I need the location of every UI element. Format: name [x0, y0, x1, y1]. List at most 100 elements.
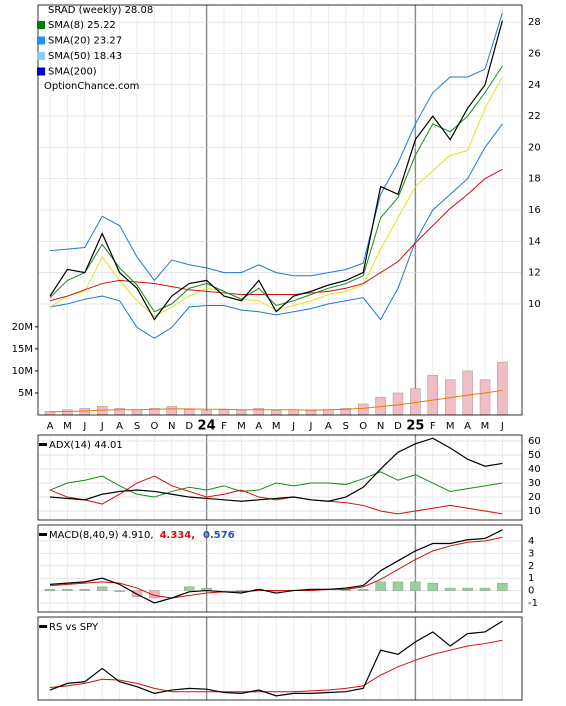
x-tick-label: A — [47, 421, 54, 432]
x-tick-label: M — [481, 421, 490, 432]
x-tick-label: J — [82, 421, 86, 432]
x-tick-label: J — [500, 421, 504, 432]
series-line — [49, 620, 503, 697]
series-line — [49, 529, 503, 604]
x-tick-label: J — [309, 421, 313, 432]
chart-title: SRAD (weekly) 28.08 — [48, 5, 153, 16]
series-line — [49, 437, 503, 502]
bar — [44, 589, 56, 591]
y-tick-label: 0 — [528, 586, 534, 597]
x-tick-label: A — [255, 421, 262, 432]
series-line — [49, 389, 503, 413]
x-tick-label: N — [168, 421, 175, 432]
y-tick-label: 1 — [528, 573, 534, 584]
panel-frame — [37, 524, 523, 613]
x-tick-label: J — [100, 421, 104, 432]
x-tick-label: N — [377, 421, 384, 432]
y-tick-label: 10 — [528, 506, 541, 517]
title-swatch — [39, 625, 47, 628]
bar — [149, 590, 160, 599]
bar — [114, 590, 125, 592]
y-tick-label: 40 — [528, 464, 541, 475]
bar — [375, 581, 386, 591]
x-tick-label: S — [343, 421, 349, 432]
bar — [462, 587, 473, 591]
y-tick-label: 24 — [528, 80, 541, 91]
y-tick-label: 4 — [528, 536, 534, 547]
series-line — [49, 76, 503, 318]
panel-title: ADX(14) 44.01 — [49, 440, 123, 451]
y-tick-label: 16 — [528, 205, 541, 216]
y-tick-label: 18 — [528, 174, 541, 185]
bar — [201, 410, 212, 416]
bar — [497, 582, 508, 591]
y-tick-label: 10 — [528, 299, 541, 310]
bar — [479, 587, 491, 591]
bar — [79, 589, 91, 591]
hist-label: 0.576 — [203, 530, 235, 541]
y-tick-label: 28 — [528, 17, 541, 28]
x-tick-label: A — [464, 421, 471, 432]
x-tick-label: O — [150, 421, 158, 432]
panel-frame — [37, 4, 523, 416]
x-tick-label: D — [185, 421, 193, 432]
x-tick-label: M — [63, 421, 72, 432]
bar — [497, 361, 508, 416]
y-tick-label: -1 — [528, 598, 538, 609]
bar — [427, 375, 438, 416]
x-tick-label: J — [291, 421, 295, 432]
legend-label: SMA(50) 18.43 — [48, 51, 122, 62]
series-line — [49, 168, 503, 302]
bar — [392, 581, 404, 591]
bar — [358, 589, 369, 591]
title-swatch — [39, 533, 47, 536]
bar — [79, 408, 91, 416]
bar — [62, 589, 73, 591]
y-tick-label: 20 — [528, 492, 541, 503]
x-tick-label: D — [394, 421, 402, 432]
watermark: OptionChance.com — [44, 81, 139, 92]
x-tick-label: 24 — [198, 419, 216, 434]
bar — [166, 405, 178, 416]
y-tick-label: 60 — [528, 436, 541, 447]
x-tick-label: O — [359, 421, 367, 432]
y-tick-label: 50 — [528, 450, 541, 461]
panel-title: MACD(8,40,9) 4.910, — [49, 530, 154, 541]
bar — [462, 370, 473, 416]
series-line — [49, 65, 503, 313]
x-tick-label: 25 — [406, 419, 424, 434]
legend-label: SMA(200) — [48, 67, 97, 78]
y2-tick-label: 5M — [18, 388, 33, 399]
y-tick-label: 26 — [528, 49, 541, 60]
series-line — [49, 639, 503, 693]
legend-swatch — [37, 52, 45, 60]
series-line — [49, 12, 503, 282]
series-line — [49, 536, 503, 599]
x-tick-label: M — [272, 421, 281, 432]
legend-label: SMA(20) 23.27 — [48, 36, 122, 47]
x-tick-label: M — [237, 421, 246, 432]
bar — [479, 379, 491, 416]
x-tick-label: S — [134, 421, 140, 432]
panel-title: RS vs SPY — [49, 622, 99, 633]
bar — [323, 409, 334, 416]
y-tick-label: 30 — [528, 478, 541, 489]
bar — [305, 410, 317, 416]
x-tick-label: M — [446, 421, 455, 432]
y-tick-label: 14 — [528, 236, 541, 247]
bar — [236, 410, 247, 416]
legend-label: SMA(8) 25.22 — [48, 20, 116, 31]
signal-label: 4.334, — [160, 530, 195, 541]
bar — [271, 410, 282, 416]
series-line — [49, 20, 503, 321]
legend-swatch — [37, 67, 45, 76]
bar — [288, 409, 299, 416]
y-tick-label: 22 — [528, 111, 541, 122]
bar — [183, 586, 195, 591]
bar — [445, 587, 456, 591]
x-tick-label: F — [430, 421, 436, 432]
bar — [62, 409, 73, 416]
y-tick-label: 3 — [528, 548, 534, 559]
bar — [358, 403, 369, 416]
